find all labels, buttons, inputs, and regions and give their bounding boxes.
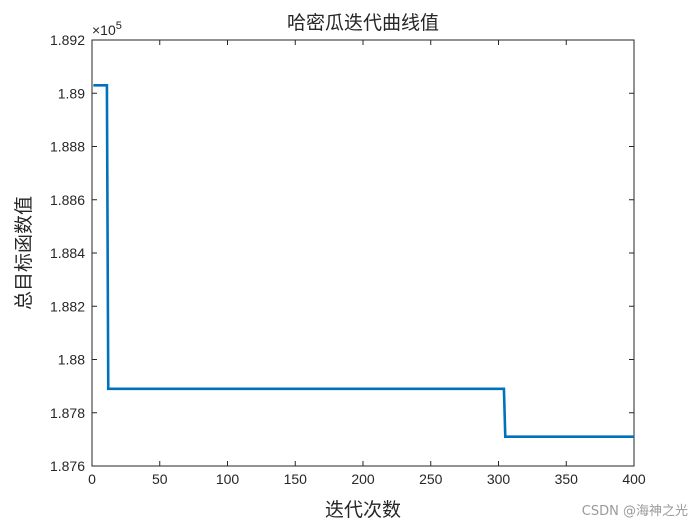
y-tick-label: 1.89 (58, 85, 85, 101)
x-tick-label: 50 (152, 471, 168, 487)
x-axis-label: 迭代次数 (325, 499, 401, 521)
x-tick-label: 100 (216, 471, 240, 487)
chart-title: 哈密瓜迭代曲线值 (287, 12, 439, 34)
x-tick-label: 350 (555, 471, 579, 487)
y-tick-label: 1.886 (50, 192, 85, 208)
y-tick-label: 1.882 (50, 298, 85, 314)
x-tick-label: 150 (284, 471, 308, 487)
y-tick-label: 1.878 (50, 405, 85, 421)
y-tick-label: 1.892 (50, 32, 85, 48)
x-tick-label: 0 (88, 471, 96, 487)
y-tick-label: 1.884 (50, 245, 85, 261)
series-line (93, 83, 634, 439)
y-tick-label: 1.876 (50, 458, 85, 474)
x-tick-label: 250 (419, 471, 443, 487)
plot-area: 0 50 100 150 200 250 300 350 400 1.876 1.878 1.88 1.… (50, 32, 646, 487)
y-axis-label: 总目标函数值 (13, 196, 35, 310)
watermark: CSDN @海神之光 (581, 504, 688, 519)
x-tick-label: 200 (351, 471, 375, 487)
x-tick-label: 400 (622, 471, 646, 487)
x-tick-label: 300 (487, 471, 511, 487)
y-tick-label: 1.88 (58, 352, 85, 368)
y-tick-label: 1.888 (50, 139, 85, 155)
axes-box (91, 39, 635, 467)
y-exponent-label: ×105 (92, 20, 122, 38)
